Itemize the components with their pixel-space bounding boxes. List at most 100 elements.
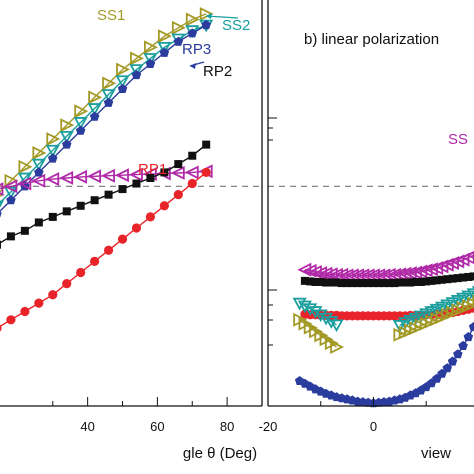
data-point [463, 332, 474, 342]
data-point [145, 59, 156, 68]
data-point [3, 179, 18, 194]
data-point [416, 277, 425, 286]
data-point [48, 153, 58, 163]
series-line [0, 13, 207, 193]
data-point [117, 234, 128, 244]
data-point [448, 274, 457, 283]
data-point [20, 226, 29, 235]
data-point [3, 186, 18, 200]
series-label-rp3: RP3 [182, 41, 211, 58]
data-point [318, 312, 334, 326]
series-label-ss1: SS1 [97, 7, 125, 24]
data-point [59, 130, 74, 144]
data-point [413, 264, 428, 279]
data-point [348, 279, 357, 288]
data-point [62, 139, 72, 149]
label-arrowhead [206, 13, 212, 19]
data-point [329, 319, 344, 333]
data-point [307, 265, 322, 279]
data-point [90, 256, 100, 266]
data-point [157, 29, 172, 44]
data-point [6, 195, 16, 205]
data-point [453, 274, 462, 283]
data-point [144, 40, 158, 55]
data-point [116, 62, 131, 77]
data-point [143, 53, 158, 66]
data-point [364, 279, 373, 288]
label-arrowhead [190, 63, 196, 69]
series-rp3 [0, 20, 211, 218]
data-point [76, 267, 86, 278]
data-point [300, 276, 309, 285]
data-point [88, 90, 103, 105]
x-tick-label: -20 [259, 419, 278, 434]
data-point [170, 166, 185, 180]
data-point [145, 212, 156, 222]
data-point [132, 179, 141, 188]
data-point [202, 140, 211, 149]
data-point [422, 277, 431, 286]
panel-a: 40 60 80 gle θ (Deg) SS1 SS2 RP3 RP2 RP1 [0, 0, 263, 462]
data-point [302, 263, 317, 278]
data-point [332, 278, 341, 287]
data-point [102, 76, 117, 91]
data-point [188, 151, 197, 160]
data-point [130, 51, 144, 66]
data-point [76, 201, 85, 210]
data-point [306, 277, 315, 286]
data-point [32, 145, 47, 160]
data-point [157, 41, 172, 55]
x-tick-label: 0 [370, 419, 377, 434]
series-ss1 [0, 6, 214, 197]
data-point [146, 173, 155, 182]
data-point [464, 272, 473, 281]
data-point [297, 300, 312, 314]
data-point [101, 168, 115, 183]
data-point [103, 245, 114, 255]
data-point [369, 279, 378, 288]
series-label-rp1: RP1 [138, 161, 167, 178]
data-point [101, 89, 116, 102]
series-line [0, 24, 207, 213]
data-point [402, 266, 417, 281]
data-point [159, 47, 170, 57]
data-point [0, 324, 2, 332]
data-point [45, 172, 60, 187]
data-point [171, 20, 186, 35]
series-line [0, 171, 207, 328]
x-axis-label: gle θ (Deg) [183, 445, 257, 462]
data-point [395, 278, 404, 287]
data-point [62, 207, 71, 216]
data-point [313, 309, 328, 323]
data-point [129, 64, 144, 77]
data-point [469, 272, 474, 281]
data-point [337, 279, 346, 288]
data-point [427, 276, 436, 285]
x-tick-label: 80 [220, 419, 234, 434]
series-ss3 [0, 164, 213, 197]
data-point [173, 190, 183, 200]
data-point [297, 262, 312, 277]
data-point [160, 168, 169, 177]
data-point [406, 278, 415, 287]
data-point [20, 306, 30, 317]
series-ss3 [297, 250, 474, 283]
data-point [46, 132, 61, 146]
data-point [472, 294, 474, 309]
x-tick-label: 40 [80, 419, 94, 434]
data-point [374, 279, 383, 288]
data-point [358, 279, 367, 288]
data-point [201, 167, 211, 178]
data-point [131, 223, 142, 233]
series-label-ss: SS [448, 131, 468, 148]
data-point [324, 316, 339, 329]
data-point [353, 279, 362, 288]
data-point [73, 169, 88, 184]
data-point [401, 278, 410, 287]
series-rp1 [0, 167, 211, 332]
data-point [411, 277, 420, 286]
data-point [322, 278, 330, 287]
data-point [458, 340, 468, 350]
data-point [90, 196, 99, 205]
